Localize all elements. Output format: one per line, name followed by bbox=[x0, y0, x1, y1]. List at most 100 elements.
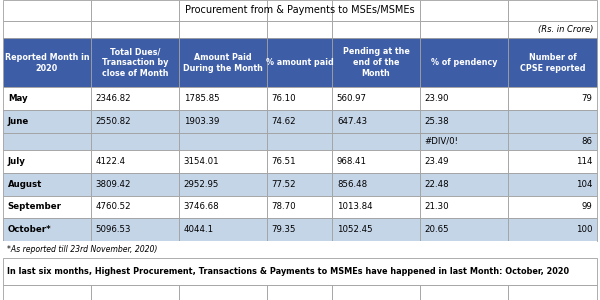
Text: 2952.95: 2952.95 bbox=[184, 180, 219, 189]
Bar bbox=[332, 196, 420, 218]
Text: Pending at the
end of the
Month: Pending at the end of the Month bbox=[343, 47, 409, 78]
Text: October*: October* bbox=[8, 225, 52, 234]
Text: 104: 104 bbox=[575, 180, 592, 189]
Text: 1785.85: 1785.85 bbox=[184, 94, 219, 103]
Text: 23.49: 23.49 bbox=[425, 157, 449, 166]
Text: 74.62: 74.62 bbox=[272, 117, 296, 126]
Text: % amount paid: % amount paid bbox=[266, 58, 333, 67]
Text: 78.70: 78.70 bbox=[272, 202, 296, 211]
Text: 79.35: 79.35 bbox=[272, 225, 296, 234]
Text: 968.41: 968.41 bbox=[337, 157, 367, 166]
Bar bbox=[332, 285, 420, 300]
Text: August: August bbox=[8, 180, 42, 189]
Bar bbox=[91, 38, 179, 87]
Bar bbox=[3, 21, 91, 38]
Bar bbox=[267, 110, 332, 133]
Bar bbox=[3, 196, 91, 218]
Text: Amount Paid
During the Month: Amount Paid During the Month bbox=[183, 53, 263, 73]
Bar bbox=[420, 150, 508, 172]
Text: #DIV/0!: #DIV/0! bbox=[425, 137, 459, 146]
Text: 76.10: 76.10 bbox=[272, 94, 296, 103]
Bar bbox=[91, 218, 179, 241]
Bar bbox=[3, 133, 91, 150]
Bar bbox=[179, 150, 267, 172]
Bar bbox=[420, 133, 508, 150]
Bar bbox=[508, 218, 597, 241]
Bar bbox=[508, 172, 597, 196]
Bar bbox=[332, 38, 420, 87]
Bar bbox=[332, 133, 420, 150]
Bar bbox=[508, 150, 597, 172]
Bar bbox=[3, 38, 91, 87]
Bar bbox=[179, 172, 267, 196]
Bar bbox=[332, 110, 420, 133]
Bar bbox=[179, 110, 267, 133]
Bar bbox=[508, 285, 597, 300]
Text: Number of
CPSE reported: Number of CPSE reported bbox=[520, 53, 585, 73]
Bar bbox=[267, 0, 332, 21]
Text: 20.65: 20.65 bbox=[425, 225, 449, 234]
Bar bbox=[91, 172, 179, 196]
Bar bbox=[3, 110, 91, 133]
Bar bbox=[267, 285, 332, 300]
Text: 856.48: 856.48 bbox=[337, 180, 367, 189]
Bar bbox=[179, 87, 267, 110]
Text: 22.48: 22.48 bbox=[425, 180, 449, 189]
Bar bbox=[3, 285, 91, 300]
Text: 77.52: 77.52 bbox=[272, 180, 296, 189]
Text: 3154.01: 3154.01 bbox=[184, 157, 219, 166]
Bar bbox=[508, 87, 597, 110]
Bar bbox=[3, 0, 91, 21]
Bar bbox=[91, 87, 179, 110]
Text: Total Dues/
Transaction by
close of Month: Total Dues/ Transaction by close of Mont… bbox=[101, 47, 168, 78]
Bar bbox=[91, 150, 179, 172]
Text: In last six months, Highest Procurement, Transactions & Payments to MSMEs have h: In last six months, Highest Procurement,… bbox=[7, 267, 569, 276]
Text: 1052.45: 1052.45 bbox=[337, 225, 373, 234]
Bar bbox=[267, 172, 332, 196]
Text: 1903.39: 1903.39 bbox=[184, 117, 219, 126]
Text: Procurement from & Payments to MSEs/MSMEs: Procurement from & Payments to MSEs/MSME… bbox=[185, 5, 415, 16]
Text: % of pendency: % of pendency bbox=[431, 58, 497, 67]
Bar bbox=[332, 172, 420, 196]
Text: June: June bbox=[8, 117, 29, 126]
Text: 2550.82: 2550.82 bbox=[96, 117, 131, 126]
Text: 4044.1: 4044.1 bbox=[184, 225, 214, 234]
Text: 647.43: 647.43 bbox=[337, 117, 367, 126]
Bar bbox=[267, 150, 332, 172]
Text: 560.97: 560.97 bbox=[337, 94, 367, 103]
Bar bbox=[179, 38, 267, 87]
Bar bbox=[420, 0, 508, 21]
Bar bbox=[3, 241, 597, 258]
Bar bbox=[3, 258, 597, 285]
Bar bbox=[420, 38, 508, 87]
Bar bbox=[91, 21, 179, 38]
Text: 100: 100 bbox=[575, 225, 592, 234]
Bar bbox=[91, 285, 179, 300]
Bar bbox=[179, 218, 267, 241]
Text: (Rs. in Crore): (Rs. in Crore) bbox=[538, 25, 593, 34]
Bar bbox=[91, 133, 179, 150]
Bar bbox=[420, 87, 508, 110]
Text: 4760.52: 4760.52 bbox=[96, 202, 131, 211]
Bar bbox=[420, 21, 508, 38]
Text: 23.90: 23.90 bbox=[425, 94, 449, 103]
Bar bbox=[3, 172, 91, 196]
Bar bbox=[508, 0, 597, 21]
Text: September: September bbox=[8, 202, 62, 211]
Bar bbox=[267, 38, 332, 87]
Bar bbox=[420, 285, 508, 300]
Bar bbox=[267, 133, 332, 150]
Bar bbox=[508, 133, 597, 150]
Text: 21.30: 21.30 bbox=[425, 202, 449, 211]
Text: 76.51: 76.51 bbox=[272, 157, 296, 166]
Text: 3809.42: 3809.42 bbox=[96, 180, 131, 189]
Bar bbox=[508, 21, 597, 38]
Text: July: July bbox=[8, 157, 26, 166]
Bar bbox=[267, 21, 332, 38]
Bar bbox=[332, 150, 420, 172]
Bar bbox=[508, 38, 597, 87]
Bar bbox=[420, 110, 508, 133]
Bar bbox=[179, 133, 267, 150]
Text: 79: 79 bbox=[581, 94, 592, 103]
Bar bbox=[179, 285, 267, 300]
